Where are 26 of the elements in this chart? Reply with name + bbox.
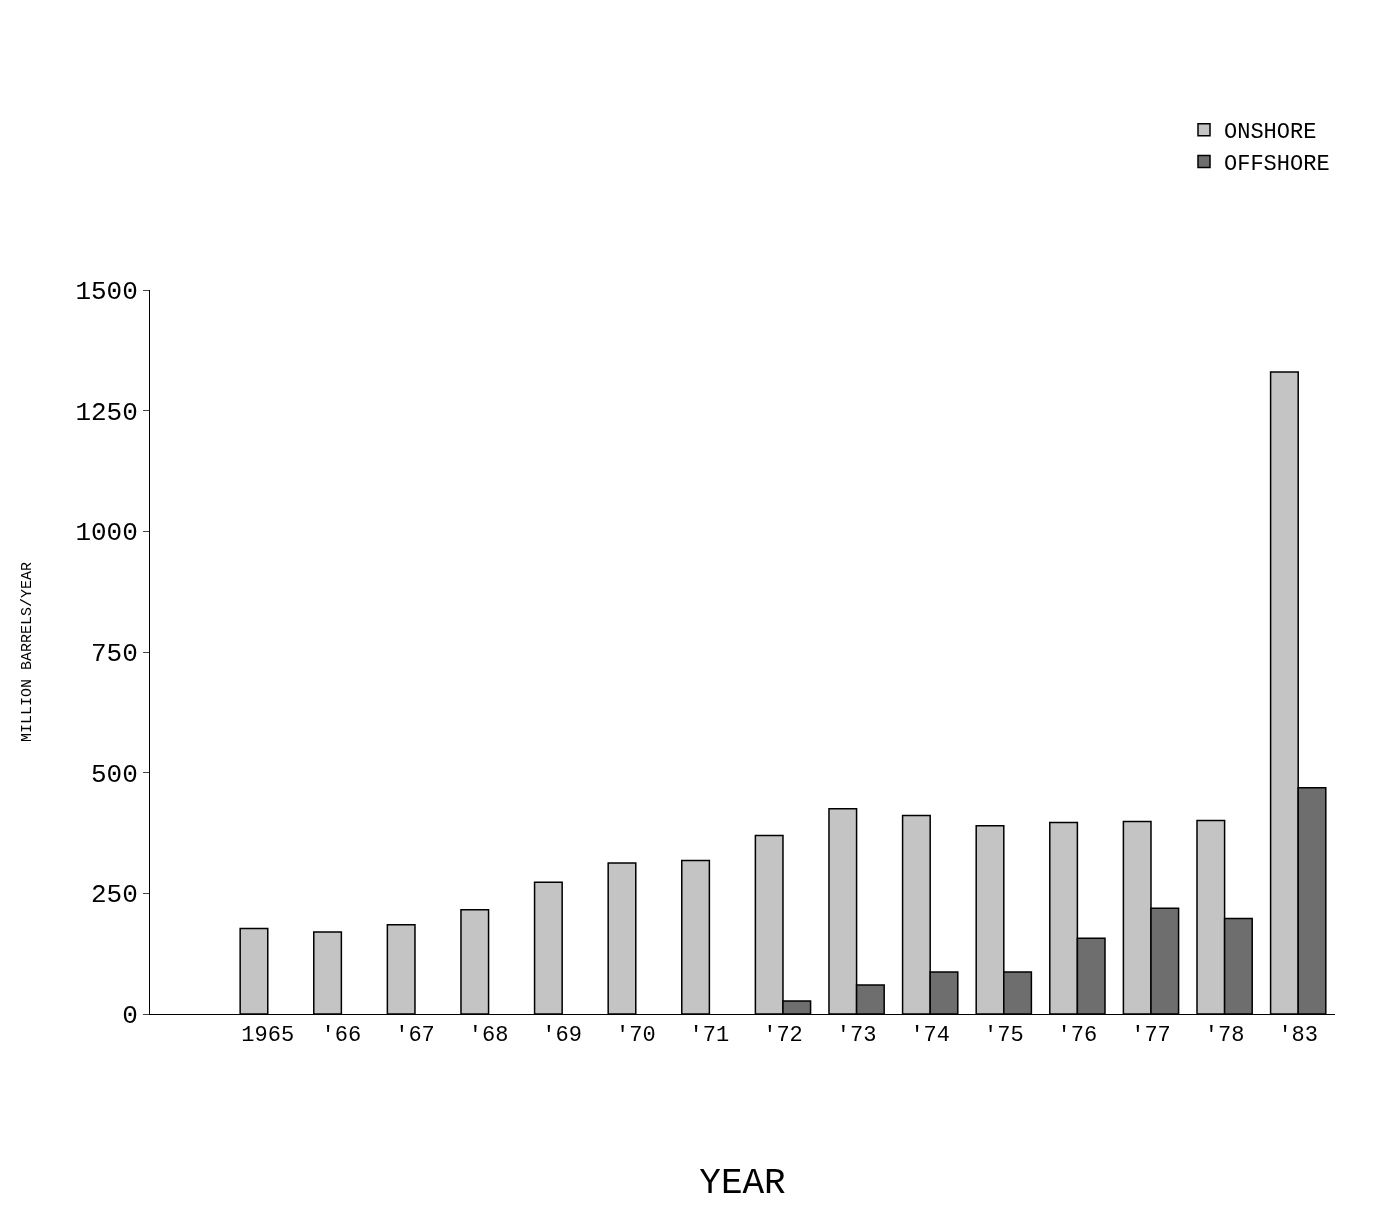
y-tick-label: 750 bbox=[90, 639, 138, 670]
y-tick-label: 0 bbox=[122, 1001, 138, 1032]
x-axis-title: YEAR bbox=[699, 1163, 786, 1205]
y-tick-label: 1500 bbox=[75, 277, 138, 308]
x-tick-label: '72 bbox=[763, 1023, 803, 1049]
x-tick-label: '66 bbox=[321, 1023, 362, 1049]
x-tick-label: '78 bbox=[1204, 1023, 1245, 1049]
x-tick-label: '70 bbox=[615, 1023, 656, 1049]
x-tick-label: '74 bbox=[910, 1023, 950, 1049]
y-tick-label: 500 bbox=[90, 759, 138, 790]
x-tick-label: '76 bbox=[1057, 1023, 1098, 1049]
x-tick-label: '68 bbox=[468, 1023, 509, 1049]
x-tick-label: '77 bbox=[1131, 1023, 1171, 1049]
y-tick-label: 250 bbox=[90, 880, 138, 911]
legend-label: ONSHORE bbox=[1224, 120, 1317, 146]
y-tick-label: 1000 bbox=[75, 518, 138, 549]
x-tick-label: 1965 bbox=[241, 1023, 295, 1049]
x-tick-label: '83 bbox=[1278, 1023, 1318, 1049]
x-tick-label: '67 bbox=[395, 1023, 435, 1049]
y-axis-title: MILLION BARRELS/YEAR bbox=[18, 561, 36, 743]
legend-label: OFFSHORE bbox=[1224, 151, 1330, 177]
x-tick-label: '71 bbox=[689, 1023, 730, 1049]
x-tick-label: '73 bbox=[836, 1023, 877, 1049]
x-tick-label: '75 bbox=[983, 1023, 1024, 1049]
x-tick-label: '69 bbox=[542, 1023, 582, 1049]
y-tick-label: 1250 bbox=[75, 397, 138, 428]
